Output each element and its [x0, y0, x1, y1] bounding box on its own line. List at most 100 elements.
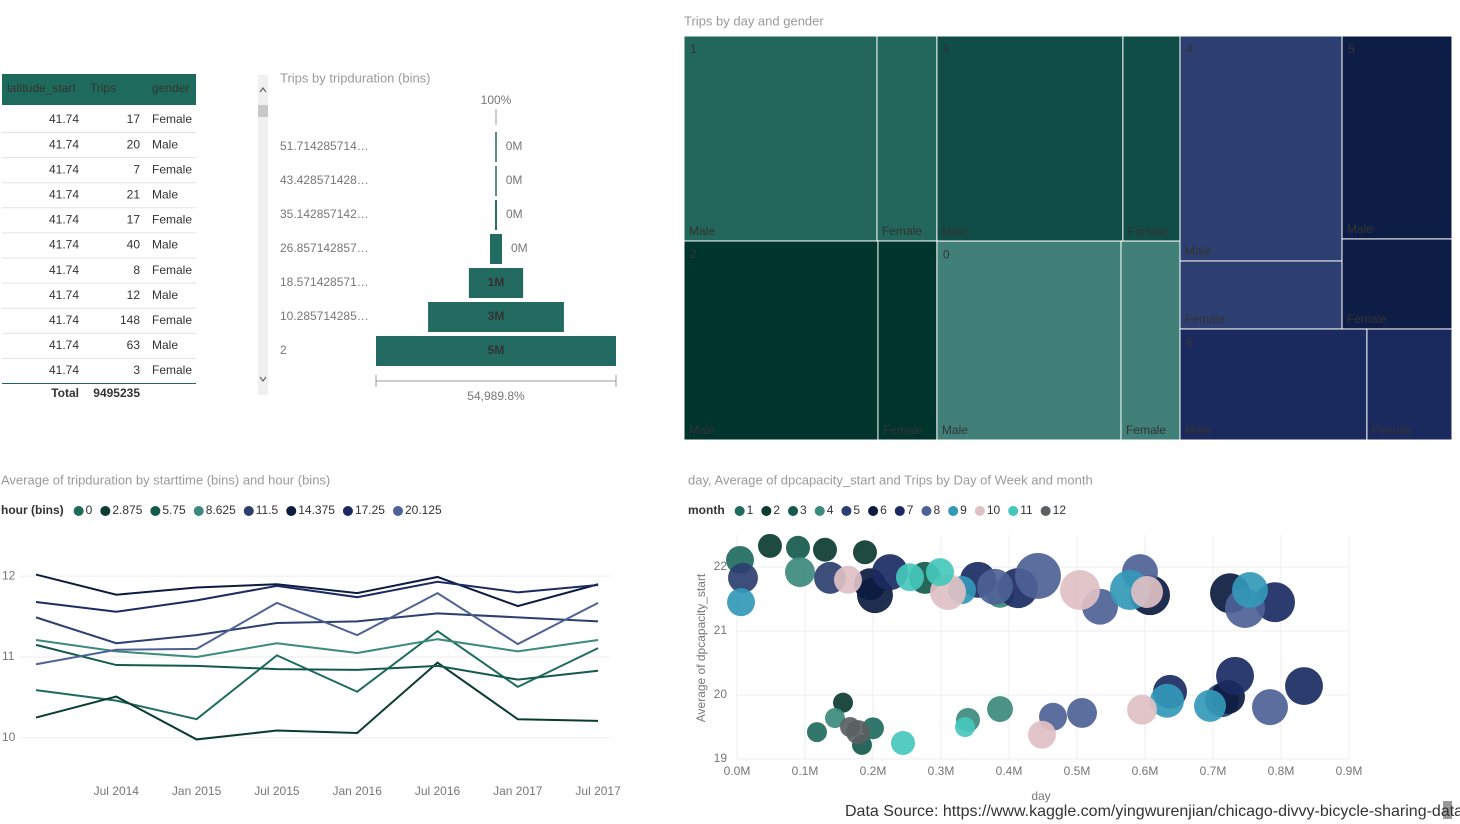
table-cell: 41.74: [49, 288, 79, 302]
legend-label: 0: [86, 503, 93, 517]
table-cell: Male: [152, 338, 178, 352]
page-scrollbar[interactable]: [1443, 801, 1452, 819]
legend-marker: [734, 506, 745, 516]
funnel-category: 10.285714285…: [280, 309, 369, 323]
treemap-cell: [1366, 328, 1453, 441]
legend-marker: [1040, 506, 1051, 516]
bubble: [955, 717, 975, 737]
cell-label: Female: [1126, 423, 1166, 437]
x-tick-label: 0.1M: [792, 764, 819, 778]
chart-title: Trips by day and gender: [684, 13, 824, 28]
bubble: [785, 557, 815, 588]
bubble: [987, 696, 1013, 723]
legend-label: 8.625: [206, 503, 236, 517]
table-cell: Male: [152, 288, 178, 302]
legend-marker: [921, 506, 932, 516]
table-cell: Male: [152, 238, 178, 252]
cell-label: Female: [1347, 312, 1387, 326]
bubble: [757, 533, 782, 558]
series-line: [35, 629, 599, 721]
legend-label: 11: [1020, 503, 1033, 517]
funnel-category: 43.428571428…: [280, 173, 369, 187]
bubble: [813, 537, 837, 562]
x-tick-label: 0.8M: [1268, 764, 1295, 778]
x-tick-label: 0.4M: [996, 764, 1023, 778]
table-cell: 41.74: [49, 162, 79, 176]
series-line: [35, 573, 599, 608]
bubble: [1127, 694, 1157, 725]
table-cell: Female: [152, 162, 192, 176]
scrollbar-track[interactable]: [258, 75, 268, 395]
legend-label: 8: [933, 503, 940, 517]
scroll-down[interactable]: [259, 376, 267, 382]
treemap-cell: [683, 35, 878, 242]
legend-marker: [948, 506, 959, 516]
legend-marker: [974, 506, 985, 516]
chart-title: Trips by tripduration (bins): [280, 70, 431, 85]
y-tick-label: 19: [714, 751, 728, 765]
bubble: [977, 568, 1013, 605]
x-tick-label: 0.6M: [1132, 764, 1159, 778]
table-cell: 41.74: [49, 137, 79, 151]
table-cell: Male: [152, 187, 178, 201]
table-cell: 3: [133, 363, 140, 377]
table-cell: 41.74: [49, 263, 79, 277]
table-cell: 8: [133, 263, 140, 277]
legend-marker: [193, 506, 204, 516]
bubble: [1216, 656, 1254, 695]
x-axis-title: day: [1031, 789, 1050, 803]
legend-marker: [342, 506, 353, 516]
legend-label: 1: [747, 503, 754, 517]
bottom-label: 54,989.8%: [467, 389, 525, 403]
legend-marker: [100, 506, 111, 516]
table-cell: Female: [152, 213, 192, 227]
bubble: [1027, 720, 1056, 749]
table-header: latitude_start: [7, 81, 76, 95]
x-tick-label: Jan 2015: [172, 784, 222, 798]
scroll-up[interactable]: [259, 87, 267, 93]
cell-label: Female: [1372, 423, 1412, 437]
y-tick-label: 10: [2, 730, 16, 744]
cell-label: Male: [689, 224, 715, 238]
treemap-cell: [1122, 35, 1181, 242]
bubble: [845, 720, 870, 745]
bubble: [1060, 570, 1100, 611]
bubble: [1130, 575, 1163, 608]
legend-title: month: [688, 503, 725, 517]
group-label: 0: [943, 247, 950, 261]
treemap-cell: [1120, 240, 1181, 441]
bubble: [1067, 697, 1097, 728]
legend-label: 5: [853, 503, 860, 517]
funnel-bar: [428, 302, 564, 332]
treemap-cell: [683, 240, 879, 441]
chart-title: Average of tripduration by starttime (bi…: [1, 472, 330, 487]
funnel-bar: [495, 132, 497, 162]
legend-title: hour (bins): [1, 503, 64, 517]
bubble: [806, 722, 827, 743]
y-tick-label: 21: [714, 623, 728, 637]
series-line: [35, 612, 599, 645]
treemap-cell: [876, 35, 938, 242]
group-label: 2: [690, 247, 697, 261]
table-cell: 7: [133, 162, 140, 176]
legend-label: 11.5: [256, 503, 279, 517]
bubble: [786, 535, 810, 560]
legend-label: 10: [987, 503, 1001, 517]
legend-label: 5.75: [162, 503, 186, 517]
table-header: Trips: [90, 81, 116, 95]
table-header-bg: [2, 74, 196, 105]
table-cell: 17: [127, 112, 141, 126]
table-cell: 40: [127, 238, 141, 252]
cell-label: Male: [942, 423, 968, 437]
treemap-cell: [877, 240, 938, 441]
scrollbar-thumb[interactable]: [258, 105, 268, 117]
bubble: [890, 731, 915, 755]
table-cell: 20: [127, 137, 141, 151]
value-label: 0M: [506, 173, 523, 187]
treemap-cell: [936, 35, 1124, 242]
cell-label: Female: [1185, 312, 1225, 326]
legend-label: 17.25: [355, 503, 385, 517]
legend-label: 2.875: [112, 503, 142, 517]
series-line: [35, 638, 599, 658]
